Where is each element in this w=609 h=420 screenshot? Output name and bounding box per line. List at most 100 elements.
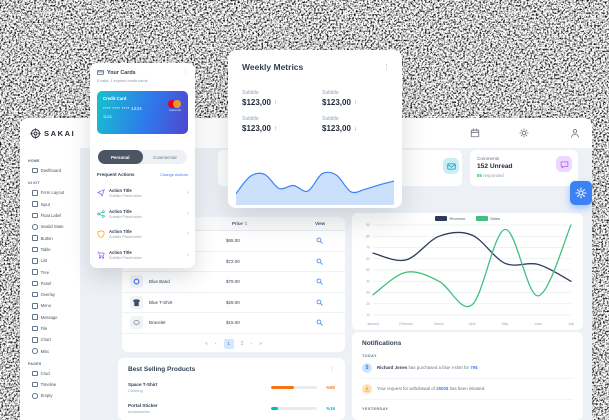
view-search-icon[interactable] [316,319,323,326]
svg-text:60: 60 [366,257,370,261]
kebab-menu-icon[interactable]: ⋮ [383,63,390,71]
check-square-icon [32,201,38,208]
sidebar-item-panel[interactable]: Panel [20,278,80,289]
notification-item[interactable]: Your request for withdrawal of 2500$ has… [362,379,573,400]
pagination-page-1[interactable]: 1 [223,338,234,349]
table-icon [32,246,38,253]
product-name: Portal Sticker [128,403,158,408]
product-category: Clothing [128,388,143,393]
sidebar-item-overlay[interactable]: Overlay [20,289,80,300]
view-search-icon[interactable] [316,258,323,265]
view-search-icon[interactable] [316,278,323,285]
action-item[interactable]: Action Title Subtitle Placeholder › [97,204,189,225]
sidebar-item-file[interactable]: File [20,323,80,334]
svg-text:January: January [367,322,379,326]
credit-card[interactable]: Credit Card **** **** **** 1234 11/21 ma… [97,91,188,134]
product-thumbnail-bracelet [130,316,143,330]
svg-text:90: 90 [366,223,370,227]
sidebar-item-chart[interactable]: Chart [20,334,80,345]
chevron-right-icon: › [187,210,189,217]
product-thumbnail-blue-band [130,275,143,289]
pagination-next-button[interactable]: › [250,340,253,347]
pagination-last-button[interactable]: » [259,340,262,347]
calendar-icon[interactable] [470,128,480,138]
action-item[interactable]: Action Title Subtitle Placeholder › [97,183,189,204]
metric: Subtitle $123,00 ↑ [322,90,358,107]
trend-icon: ↑ [353,99,358,106]
weekly-metrics-panel: Weekly Metrics ⋮ Subtitle $123,00 ↑ Subtit… [228,50,402,208]
sidebar-item-crud[interactable]: Crud [20,368,80,379]
home-icon [32,167,38,174]
gear-icon [575,187,587,199]
sidebar-item-input[interactable]: Input [20,199,80,210]
sidebar-item-empty[interactable]: Empty [20,390,80,401]
view-search-icon[interactable] [316,237,323,244]
notifications-card: Notifications TODAY $ Richard Jones has … [352,332,583,420]
pagination: « ‹ 1 2 › » [122,334,345,353]
sidebar-item-timeline[interactable]: Timeline [20,379,80,390]
svg-text:March: March [434,322,444,326]
kebab-menu-icon[interactable]: ⋮ [183,69,188,75]
sidebar-item-form-layout[interactable]: Form Layout [20,187,80,198]
sidebar-item-dashboard[interactable]: Dashboard [20,165,80,176]
credit-card-label: Credit Card [103,96,127,101]
logo-gear-icon [30,127,41,139]
legend-item-revenue[interactable]: Revenue [434,216,466,221]
tab-commercial[interactable]: Commercial [153,154,177,160]
view-search-icon[interactable] [316,299,323,306]
cart-icon [97,251,105,259]
price-column-header[interactable]: Price ⇅ [232,220,248,226]
sidebar-item-float-label[interactable]: Float Label [20,210,80,221]
sidebar-item-list[interactable]: List [20,255,80,266]
notifications-group-today: TODAY [362,354,377,358]
your-cards-title: Your Cards [107,69,136,76]
change-actions-link[interactable]: Change Actions [159,172,188,177]
sidebar-item-message[interactable]: Message [20,312,80,323]
file-icon [32,325,38,332]
svg-text:February: February [399,322,413,326]
app-logo[interactable]: SAKAI [30,125,75,141]
download-icon [362,384,372,394]
user-icon[interactable] [570,128,580,138]
product-price: $79.00 [226,279,240,285]
card-type-toggle: Personal Commercial [98,150,187,164]
settings-icon[interactable] [519,128,529,138]
sidebar-item-invalid-state[interactable]: Invalid State [20,221,80,232]
revenue-swatch [434,216,447,221]
pagination-prev-button[interactable]: ‹ [214,340,217,347]
product-thumbnail-blue-tshirt [130,295,143,309]
svg-text:July: July [568,322,574,326]
svg-text:70: 70 [366,246,370,250]
sort-icon[interactable]: ⇅ [243,220,248,226]
bookmark-icon [32,212,38,219]
view-column-header: View [315,221,325,226]
revenue-chart-card: Revenue Sales 10 20 30 40 50 60 70 80 90 January F… [352,213,583,330]
pagination-page-2[interactable]: 2 [240,340,244,347]
best-selling-item: Portal Sticker Accessories %16 [128,398,335,419]
credit-card-expiry: 11/21 [103,115,112,119]
kebab-menu-icon[interactable]: ⋮ [329,366,335,373]
your-cards-subtitle: 5 valid, 1 expired credit cards [97,78,148,83]
notification-item[interactable]: $ Richard Jones has purchased a blue t-s… [362,358,573,379]
progress-label: %50 [326,385,335,390]
sidebar-item-tree[interactable]: Tree [20,266,80,277]
sidebar-item-table[interactable]: Table [20,244,80,255]
product-price: $29.00 [226,299,240,305]
metric: Subtitle $123,00 ↑ [242,90,278,107]
config-button[interactable] [570,181,592,205]
chart-bar-icon [32,337,38,343]
action-item[interactable]: Action Title Subtitle Placeholder › [97,224,189,245]
exclamation-circle-icon [32,224,38,230]
stat-label: Comments [477,156,500,161]
sidebar-item-button[interactable]: Button [20,232,80,243]
svg-text:May: May [502,322,509,326]
legend-item-sales[interactable]: Sales [475,216,500,221]
revenue-line-chart: 10 20 30 40 50 60 70 80 90 January February March Ap… [366,223,574,326]
tab-personal[interactable]: Personal [98,150,143,164]
pencil-icon [32,370,38,377]
sidebar-item-misc[interactable]: Misc [20,345,80,356]
calendar-icon [32,381,38,388]
action-item[interactable]: Action Title Subtitle Placeholder › [97,245,189,266]
sidebar-item-menu[interactable]: Menu [20,300,80,311]
pagination-first-button[interactable]: « [205,340,208,347]
